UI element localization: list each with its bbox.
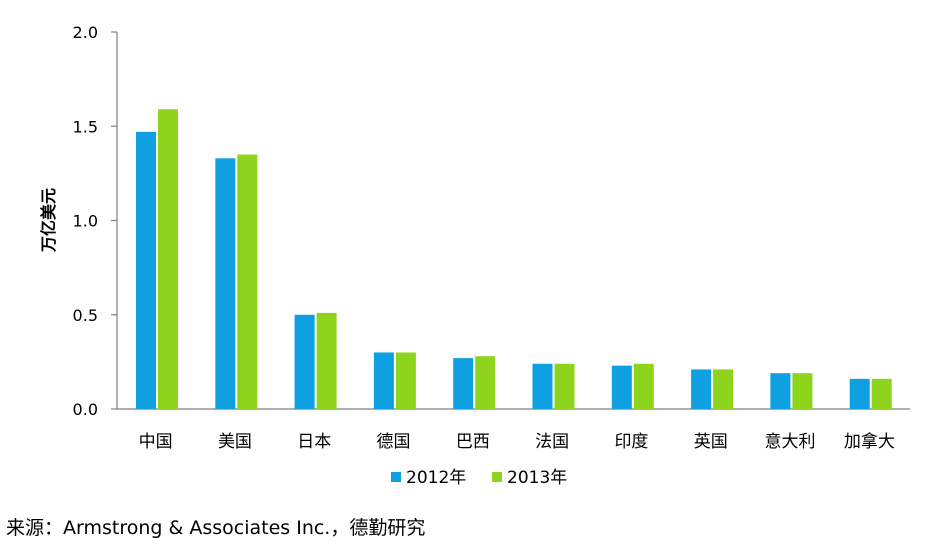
x-category-label: 中国: [139, 432, 173, 452]
x-category-label: 德国: [377, 432, 411, 452]
bar-2013: [871, 378, 892, 409]
x-category-label: 法国: [535, 432, 569, 452]
bar-2013: [395, 352, 416, 409]
x-axis-labels: 中国 美国 日本 德国 巴西 法国 印度 英国 意大利 加拿大: [139, 431, 895, 452]
bar-2012: [294, 314, 315, 409]
bar-2012: [691, 369, 712, 409]
y-tick-label: 2.0: [73, 23, 98, 42]
bar-2013: [792, 373, 813, 409]
bar-2012: [849, 378, 870, 409]
bar-2013: [554, 363, 575, 409]
x-category-label: 英国: [694, 432, 728, 452]
legend: 2012年 2013年: [391, 468, 567, 488]
axes: [116, 32, 910, 410]
y-axis-ticks: 0.0 0.5 1.0 1.5 2.0: [73, 23, 117, 419]
x-category-label: 美国: [218, 432, 252, 452]
bar-2013: [633, 363, 654, 409]
y-tick-label: 1.5: [73, 117, 98, 136]
bar-2013: [237, 154, 258, 409]
bar-2012: [611, 365, 632, 409]
bar-2012: [532, 363, 553, 409]
y-tick-label: 0.0: [73, 400, 98, 419]
bar-2013: [475, 356, 496, 409]
x-category-label: 巴西: [456, 432, 490, 452]
x-category-label: 印度: [614, 432, 648, 452]
bar-2012: [770, 373, 791, 409]
bar-2013: [158, 109, 178, 409]
bar-2013: [316, 312, 337, 409]
source-note: 来源：Armstrong & Associates Inc.，德勤研究: [6, 517, 426, 539]
bar-2012: [215, 158, 236, 409]
bars: [136, 109, 892, 409]
bar-2012: [373, 352, 394, 409]
y-tick-label: 0.5: [73, 306, 98, 325]
x-category-label: 意大利: [765, 432, 816, 452]
bar-2012: [453, 358, 474, 409]
x-category-label: 加拿大: [844, 431, 895, 452]
y-tick-label: 1.0: [73, 212, 98, 231]
legend-swatch: [492, 472, 502, 482]
legend-label: 2012年: [406, 468, 466, 488]
x-category-label: 日本: [297, 432, 331, 452]
legend-swatch: [391, 472, 401, 482]
y-axis-label: 万亿美元: [39, 188, 58, 253]
bar-2013: [713, 369, 734, 409]
bar-2012: [136, 131, 156, 409]
legend-label: 2013年: [507, 468, 567, 488]
